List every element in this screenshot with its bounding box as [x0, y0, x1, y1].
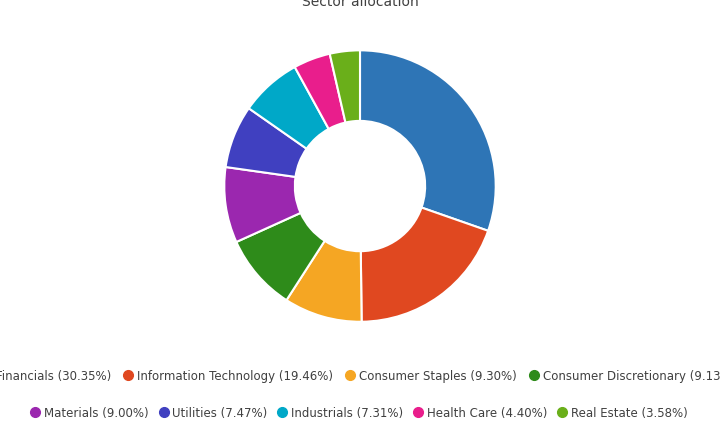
Title: Sector allocation: Sector allocation — [302, 0, 418, 9]
Wedge shape — [294, 55, 346, 130]
Legend: Financials (30.35%), Information Technology (19.46%), Consumer Staples (9.30%), : Financials (30.35%), Information Technol… — [0, 365, 720, 387]
Wedge shape — [225, 109, 307, 178]
Wedge shape — [361, 208, 488, 322]
Wedge shape — [236, 214, 325, 300]
Wedge shape — [330, 51, 360, 123]
Wedge shape — [225, 168, 301, 243]
Wedge shape — [360, 51, 495, 231]
Wedge shape — [249, 68, 329, 149]
Wedge shape — [287, 241, 361, 322]
Legend: Materials (9.00%), Utilities (7.47%), Industrials (7.31%), Health Care (4.40%), : Materials (9.00%), Utilities (7.47%), In… — [27, 401, 693, 424]
